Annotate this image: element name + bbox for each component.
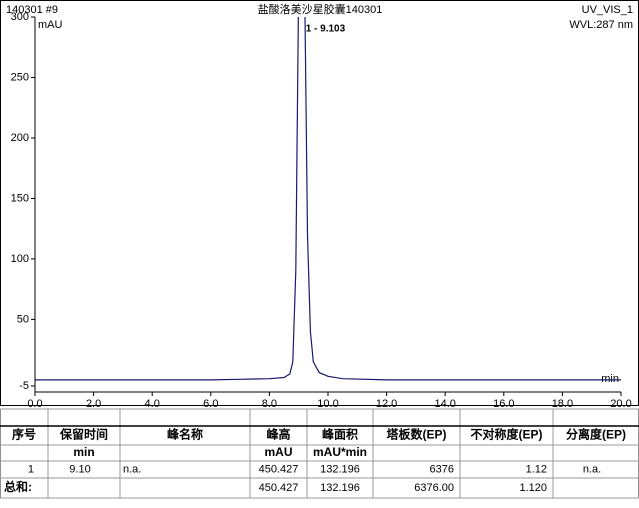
peak-table: 序号 保留时间 min 峰名称 峰高 mAU 峰面积 mAU*min 塔板数(EP) 不对称度(E… [0, 408, 639, 499]
column-header: 峰名称 [167, 427, 203, 442]
x-tick-label: 4.0 [145, 398, 160, 410]
table-cell: 132.196 [320, 482, 360, 494]
column-header: 不对称度(EP) [470, 427, 542, 442]
chart-frame [0, 0, 639, 406]
table-cell: 6376.00 [414, 482, 454, 494]
table-cell: 132.196 [320, 463, 360, 475]
table-cell: 1 [28, 463, 34, 475]
chart-title: 盐酸洛美沙星胶囊140301 [258, 2, 383, 16]
chromatogram-trace [35, 17, 621, 381]
x-tick-label: 20.0 [610, 398, 631, 410]
x-tick-label: 14.0 [434, 398, 455, 410]
table-cell: 9.10 [69, 463, 90, 475]
table-cell: n.a. [583, 463, 601, 475]
y-tick-label: 300 [11, 11, 29, 23]
x-tick-label: 8.0 [262, 398, 277, 410]
x-tick-label: 0.0 [27, 398, 42, 410]
x-tick-label: 2.0 [86, 398, 101, 410]
table-cell: 6376 [430, 463, 454, 475]
wavelength: WVL:287 nm [569, 19, 633, 31]
peak-label: 1 - 9.103 [306, 24, 346, 35]
column-header: 峰面积 [322, 427, 358, 442]
y-tick-label: -5 [19, 380, 29, 392]
x-tick-label: 12.0 [376, 398, 397, 410]
column-unit: mAU*min [313, 445, 367, 459]
channel: UV_VIS_1 [582, 4, 633, 16]
y-tick-label: 100 [11, 253, 29, 265]
x-tick-label: 16.0 [493, 398, 514, 410]
column-header: 塔板数(EP) [386, 427, 446, 442]
x-tick-label: 10.0 [317, 398, 338, 410]
column-header: 序号 [12, 427, 36, 442]
y-axis-label: mAU [38, 19, 63, 31]
table-cell: 450.427 [259, 463, 299, 475]
table-cell: n.a. [123, 463, 141, 475]
y-tick-label: 250 [11, 71, 29, 83]
y-tick-label: 150 [11, 192, 29, 204]
table-cell: 450.427 [259, 482, 299, 494]
x-tick-label: 18.0 [552, 398, 573, 410]
table-cell: 1.120 [519, 482, 547, 494]
plot-area [35, 17, 621, 381]
column-header: 峰高 [266, 427, 290, 442]
column-header: 保留时间 [59, 427, 108, 442]
y-tick-label: 200 [11, 132, 29, 144]
table-cell: 1.12 [526, 463, 547, 475]
x-axis-label: min [601, 373, 619, 385]
column-header: 分离度(EP) [566, 427, 626, 442]
totals-label: 总和: [4, 479, 32, 494]
sample-name: 140301 #9 [6, 4, 58, 16]
column-unit: mAU [264, 445, 292, 459]
y-tick-label: 50 [17, 313, 29, 325]
x-tick-label: 6.0 [203, 398, 218, 410]
table-background [0, 408, 639, 499]
column-unit: min [73, 445, 94, 459]
